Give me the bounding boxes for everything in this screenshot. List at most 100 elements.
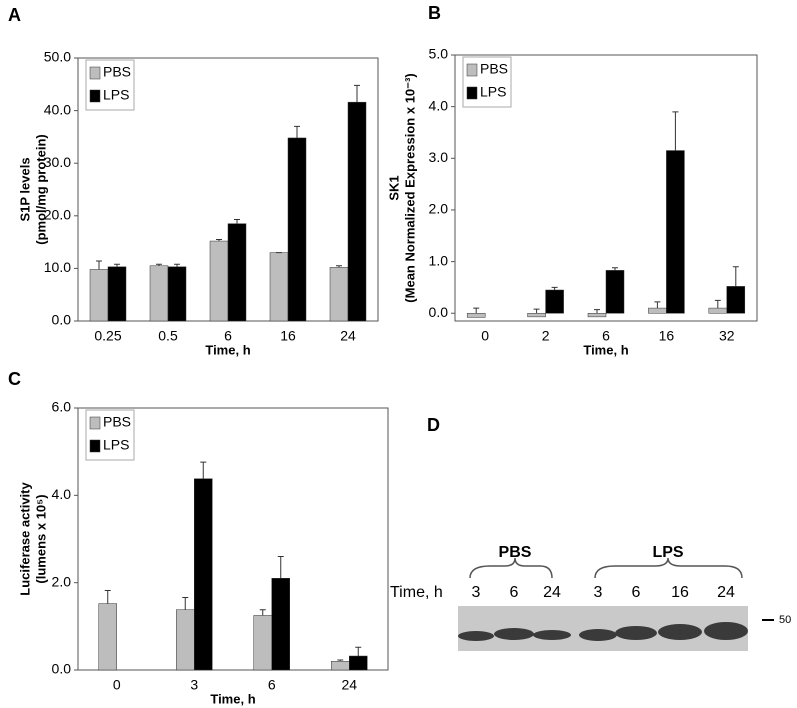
x-axis-title: Time, h [205, 342, 250, 357]
y-tick-label: 0.0 [429, 304, 449, 320]
x-tick-label: 6 [602, 328, 610, 344]
error-bar [96, 260, 102, 270]
error-bar [672, 111, 679, 151]
x-axis-title: Time, h [210, 691, 255, 706]
x-tick-label: 0 [481, 328, 489, 344]
y-axis-title: (Mean Normalized Expression x 10⁻³) [402, 73, 417, 302]
y-tick-label: 2.0 [429, 201, 449, 217]
x-tick-label: 16 [280, 328, 296, 344]
x-tick-label: 16 [659, 328, 675, 344]
bar [271, 578, 290, 671]
y-axis-title: (pmol/mg protein) [33, 134, 48, 245]
bar [349, 655, 368, 671]
lane-label: 6 [510, 584, 519, 601]
x-tick-label: 2 [542, 328, 550, 344]
bar [605, 270, 625, 314]
panel-label: B [428, 3, 441, 23]
legend-swatch [89, 66, 101, 80]
error-bar [174, 263, 180, 267]
bar [269, 252, 289, 322]
bar [545, 289, 564, 314]
chart: B 0.0 1.0 2.0 3.0 4.0 5.0 SK1 (Mean Normalized E… [386, 3, 758, 357]
y-tick-label: 20.0 [44, 207, 71, 223]
error-bar [732, 266, 739, 287]
bar [708, 307, 728, 314]
bar [176, 609, 195, 671]
bar [167, 266, 187, 322]
bar [666, 150, 685, 314]
brace [594, 557, 743, 579]
error-bar [714, 299, 721, 309]
error-bar [294, 125, 300, 138]
bar [209, 240, 229, 322]
y-tick-label: 0.0 [52, 661, 72, 677]
plot-frame [454, 54, 758, 322]
panel-label: A [8, 5, 21, 25]
panel-label: C [8, 369, 21, 389]
plot-frame [77, 407, 389, 671]
legend-label: PBS [103, 414, 131, 430]
error-bar [277, 555, 284, 579]
error-bar [612, 267, 618, 271]
lane-label: 16 [671, 584, 689, 601]
lane-label: 3 [594, 584, 603, 601]
error-bar [355, 646, 362, 657]
legend-label: LPS [103, 87, 129, 103]
error-bar [551, 286, 558, 291]
y-axis-title: S1P levels [17, 157, 32, 221]
chart: C 0.0 2.0 4.0 6.0 Luciferase activity (lumens … [8, 369, 389, 706]
y-tick-label: 2.0 [52, 573, 72, 589]
y-tick-label: 6.0 [52, 399, 72, 415]
error-bar [354, 84, 360, 103]
error-bar [594, 309, 600, 314]
bar [149, 265, 169, 322]
bands [458, 622, 748, 641]
x-tick-label: 32 [719, 328, 735, 344]
y-axis-title: SK1 [386, 175, 401, 200]
x-tick-label: 24 [340, 328, 356, 344]
lane-label: 6 [632, 584, 641, 601]
bar [466, 313, 486, 318]
legend-label: LPS [480, 84, 506, 100]
x-tick-label: 6 [224, 328, 232, 344]
chart: A 0.0 10.0 20.0 30.0 40.0 50.0 S1P levels (pmol/… [8, 5, 379, 357]
y-tick-label: 5.0 [429, 46, 449, 62]
error-bar [336, 265, 342, 268]
error-bar [216, 238, 222, 242]
blot-panel: D PBS LPS Time, h 50 [390, 415, 791, 651]
bar [587, 313, 607, 318]
panel-label: D [427, 415, 440, 435]
y-tick-label: 1.0 [429, 252, 449, 268]
group-label: LPS [652, 544, 683, 561]
bar [648, 307, 667, 314]
x-axis-title: Time, h [583, 342, 628, 357]
bar [347, 101, 367, 322]
bar [98, 603, 117, 671]
error-bar [533, 308, 540, 314]
legend-label: LPS [103, 437, 129, 453]
error-bar [114, 263, 120, 267]
y-axis-title: (lumens x 10⁵) [33, 494, 48, 583]
row-label: Time, h [390, 584, 443, 601]
x-tick-label: 24 [341, 677, 357, 693]
y-tick-label: 4.0 [52, 486, 72, 502]
bar [194, 478, 213, 671]
bar [726, 286, 746, 314]
legend-label: PBS [480, 61, 508, 77]
x-tick-label: 6 [268, 677, 276, 693]
error-bar [234, 218, 240, 224]
group-label: PBS [499, 544, 532, 561]
x-tick-label: 0 [113, 677, 121, 693]
y-tick-label: 40.0 [44, 101, 71, 117]
legend-label: PBS [103, 64, 131, 80]
error-bar [473, 307, 480, 314]
legend-swatch [89, 416, 101, 430]
lane-label: 24 [543, 584, 561, 601]
y-tick-label: 4.0 [429, 97, 449, 113]
lane-label: 3 [472, 584, 481, 601]
bar [253, 615, 272, 671]
bar [527, 313, 546, 318]
bar [227, 223, 247, 322]
y-tick-label: 30.0 [44, 154, 71, 170]
y-tick-label: 50.0 [44, 49, 71, 65]
